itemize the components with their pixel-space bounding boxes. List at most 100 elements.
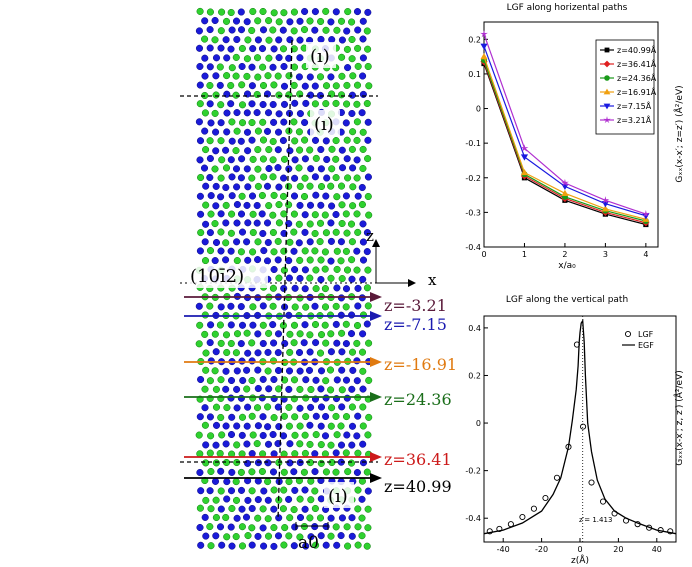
atom-blue (227, 376, 236, 385)
atom-green (307, 385, 315, 394)
atom-green (317, 256, 325, 264)
atom-green (311, 504, 319, 513)
atom-blue (217, 303, 225, 311)
atom-green (218, 8, 226, 16)
atom-blue (269, 63, 277, 71)
path-arrowhead (370, 473, 382, 483)
atom-blue (274, 366, 283, 375)
atom-green (332, 137, 340, 145)
x-axis-arrowhead (408, 279, 416, 287)
atom-blue (327, 514, 335, 522)
atom-green (254, 182, 262, 190)
atom-green (332, 523, 340, 531)
atom-green (343, 81, 351, 89)
chart2-lgf-point (611, 510, 618, 517)
atom-green (322, 468, 330, 476)
path-label: z=-3.21 (384, 296, 447, 315)
atom-blue (296, 54, 304, 62)
atom-blue (359, 440, 367, 448)
atom-blue (305, 366, 314, 374)
atom-green (311, 320, 320, 329)
atom-green (197, 229, 205, 237)
atom-green (290, 118, 298, 126)
atom-blue (216, 81, 224, 89)
atom-blue (338, 366, 346, 374)
atom-blue (343, 27, 351, 35)
atom-blue (212, 421, 221, 429)
atom-blue (260, 247, 268, 255)
atom-blue (222, 422, 230, 430)
data-point (520, 144, 529, 152)
atom-blue (233, 238, 241, 246)
atom-green (217, 27, 225, 35)
twin-mark-bg (324, 482, 354, 508)
atom-blue (227, 247, 235, 255)
chart2-legend-label: EGF (638, 341, 654, 350)
atom-green (211, 330, 219, 338)
atom-green (342, 210, 350, 218)
atom-green (269, 211, 277, 219)
atom-green (260, 173, 268, 181)
atom-green (232, 349, 240, 357)
data-point (480, 43, 488, 50)
atom-blue (222, 385, 230, 393)
atom-green (301, 449, 309, 457)
atom-green (291, 413, 299, 421)
atom-blue (218, 541, 226, 549)
atom-green (291, 303, 299, 311)
atom-green (317, 441, 325, 449)
atom-blue (258, 394, 266, 402)
atom-green (207, 505, 215, 513)
chart1-legend-label: z=7.15Å (617, 100, 652, 111)
atom-green (322, 26, 330, 34)
atom-blue (358, 109, 366, 117)
atom-blue (196, 413, 204, 421)
atom-blue (196, 247, 204, 255)
atom-blue (232, 17, 241, 25)
atom-green (302, 413, 310, 421)
atom-green (201, 109, 209, 117)
atom-green (343, 229, 351, 237)
atom-green (363, 27, 371, 35)
atom-blue (301, 321, 309, 329)
atom-green (211, 109, 219, 117)
atom-blue (301, 266, 309, 274)
atom-green (285, 182, 293, 190)
atom-green (207, 467, 215, 476)
atom-blue (307, 165, 315, 173)
atom-blue (300, 339, 308, 347)
atom-blue (243, 128, 252, 136)
atom-green (364, 192, 372, 201)
atom-green (312, 431, 320, 439)
horizontal-paths: z=-3.21z=-7.15 z=-16.91 z=24.36 z=36.41 z=40… (184, 292, 457, 496)
atom-blue (270, 265, 278, 274)
atom-green (280, 9, 288, 17)
chart1-legend-label: z=3.21Å (617, 114, 652, 125)
atom-blue (233, 422, 241, 430)
atom-blue (359, 330, 367, 338)
atom-green (259, 7, 267, 16)
atom-blue (280, 118, 288, 126)
atom-green (259, 81, 268, 90)
atom-blue (212, 348, 220, 356)
atom-blue (327, 73, 335, 81)
atom-green (202, 349, 210, 357)
atom-green (206, 81, 214, 90)
atom-green (306, 274, 314, 282)
atom-blue (306, 238, 314, 246)
atom-green (286, 238, 294, 246)
atom-blue (264, 348, 272, 356)
path-label: z=-16.91 (384, 355, 457, 374)
atom-green (280, 486, 288, 494)
atom-green (265, 329, 273, 337)
atom-blue (342, 119, 350, 127)
atom-blue (301, 118, 309, 127)
atom-blue (200, 164, 209, 172)
atom-green (237, 248, 245, 256)
atom-green (206, 377, 214, 385)
atom-green (233, 441, 241, 449)
atom-green (248, 524, 256, 532)
atom-blue (342, 376, 351, 384)
atom-blue (317, 145, 325, 154)
atom-green (217, 394, 225, 402)
